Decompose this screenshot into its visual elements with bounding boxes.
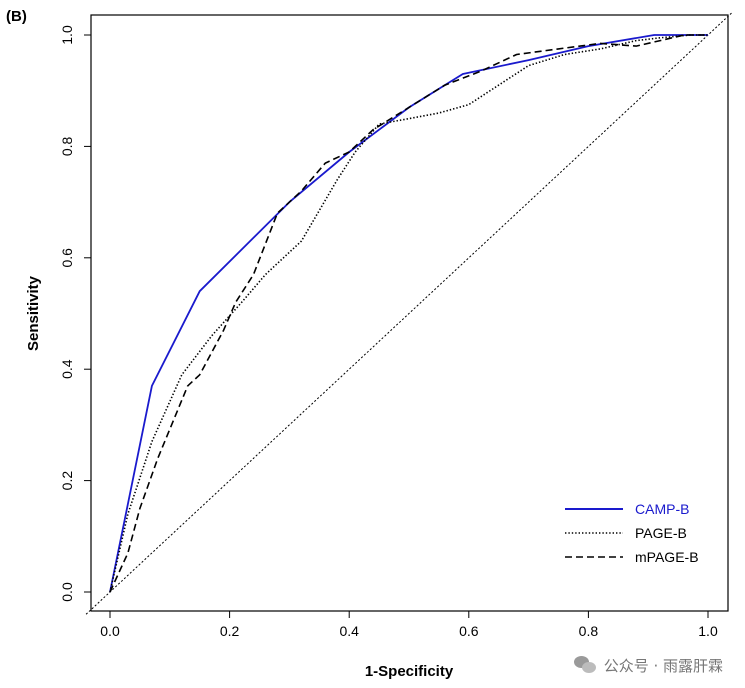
- x-tick-label: 0.8: [579, 623, 599, 639]
- x-tick-label: 0.0: [100, 623, 120, 639]
- y-tick-label: 0.0: [59, 582, 75, 602]
- series-line-mpage-b: [109, 34, 708, 593]
- reference-diagonal-line: [85, 12, 733, 615]
- x-tick-label: 0.2: [220, 623, 240, 639]
- reference-layer: [85, 12, 733, 615]
- series-layer: [109, 34, 708, 593]
- x-axis-label: 1-Specificity: [365, 663, 454, 680]
- legend-label: CAMP-B: [635, 501, 689, 517]
- plot-frame: [90, 14, 729, 612]
- series-line-page-b: [109, 34, 708, 593]
- legend: CAMP-B PAGE-B mPAGE-B: [565, 501, 699, 565]
- y-axis-label: Sensitivity: [25, 275, 42, 351]
- y-tick-label: 0.2: [59, 471, 75, 491]
- x-tick-label: 0.4: [339, 623, 359, 639]
- y-tick-label: 1.0: [59, 25, 75, 45]
- axes-layer: 0.0 0.2 0.4 0.6 0.8 1.0 0.0 0.2 0.4 0.6 0.8 1.0: [59, 25, 718, 639]
- legend-label: PAGE-B: [635, 525, 687, 541]
- watermark: 公众号 · 雨露肝霖: [573, 655, 723, 676]
- x-tick-label: 1.0: [698, 623, 718, 639]
- y-tick-label: 0.6: [59, 248, 75, 268]
- panel-label: (B): [6, 8, 27, 25]
- y-tick-label: 0.4: [59, 359, 75, 379]
- watermark-text: 公众号 · 雨露肝霖: [603, 657, 723, 675]
- y-tick-label: 0.8: [59, 136, 75, 156]
- wechat-icon: [573, 655, 598, 676]
- legend-label: mPAGE-B: [635, 549, 699, 565]
- x-tick-label: 0.6: [459, 623, 479, 639]
